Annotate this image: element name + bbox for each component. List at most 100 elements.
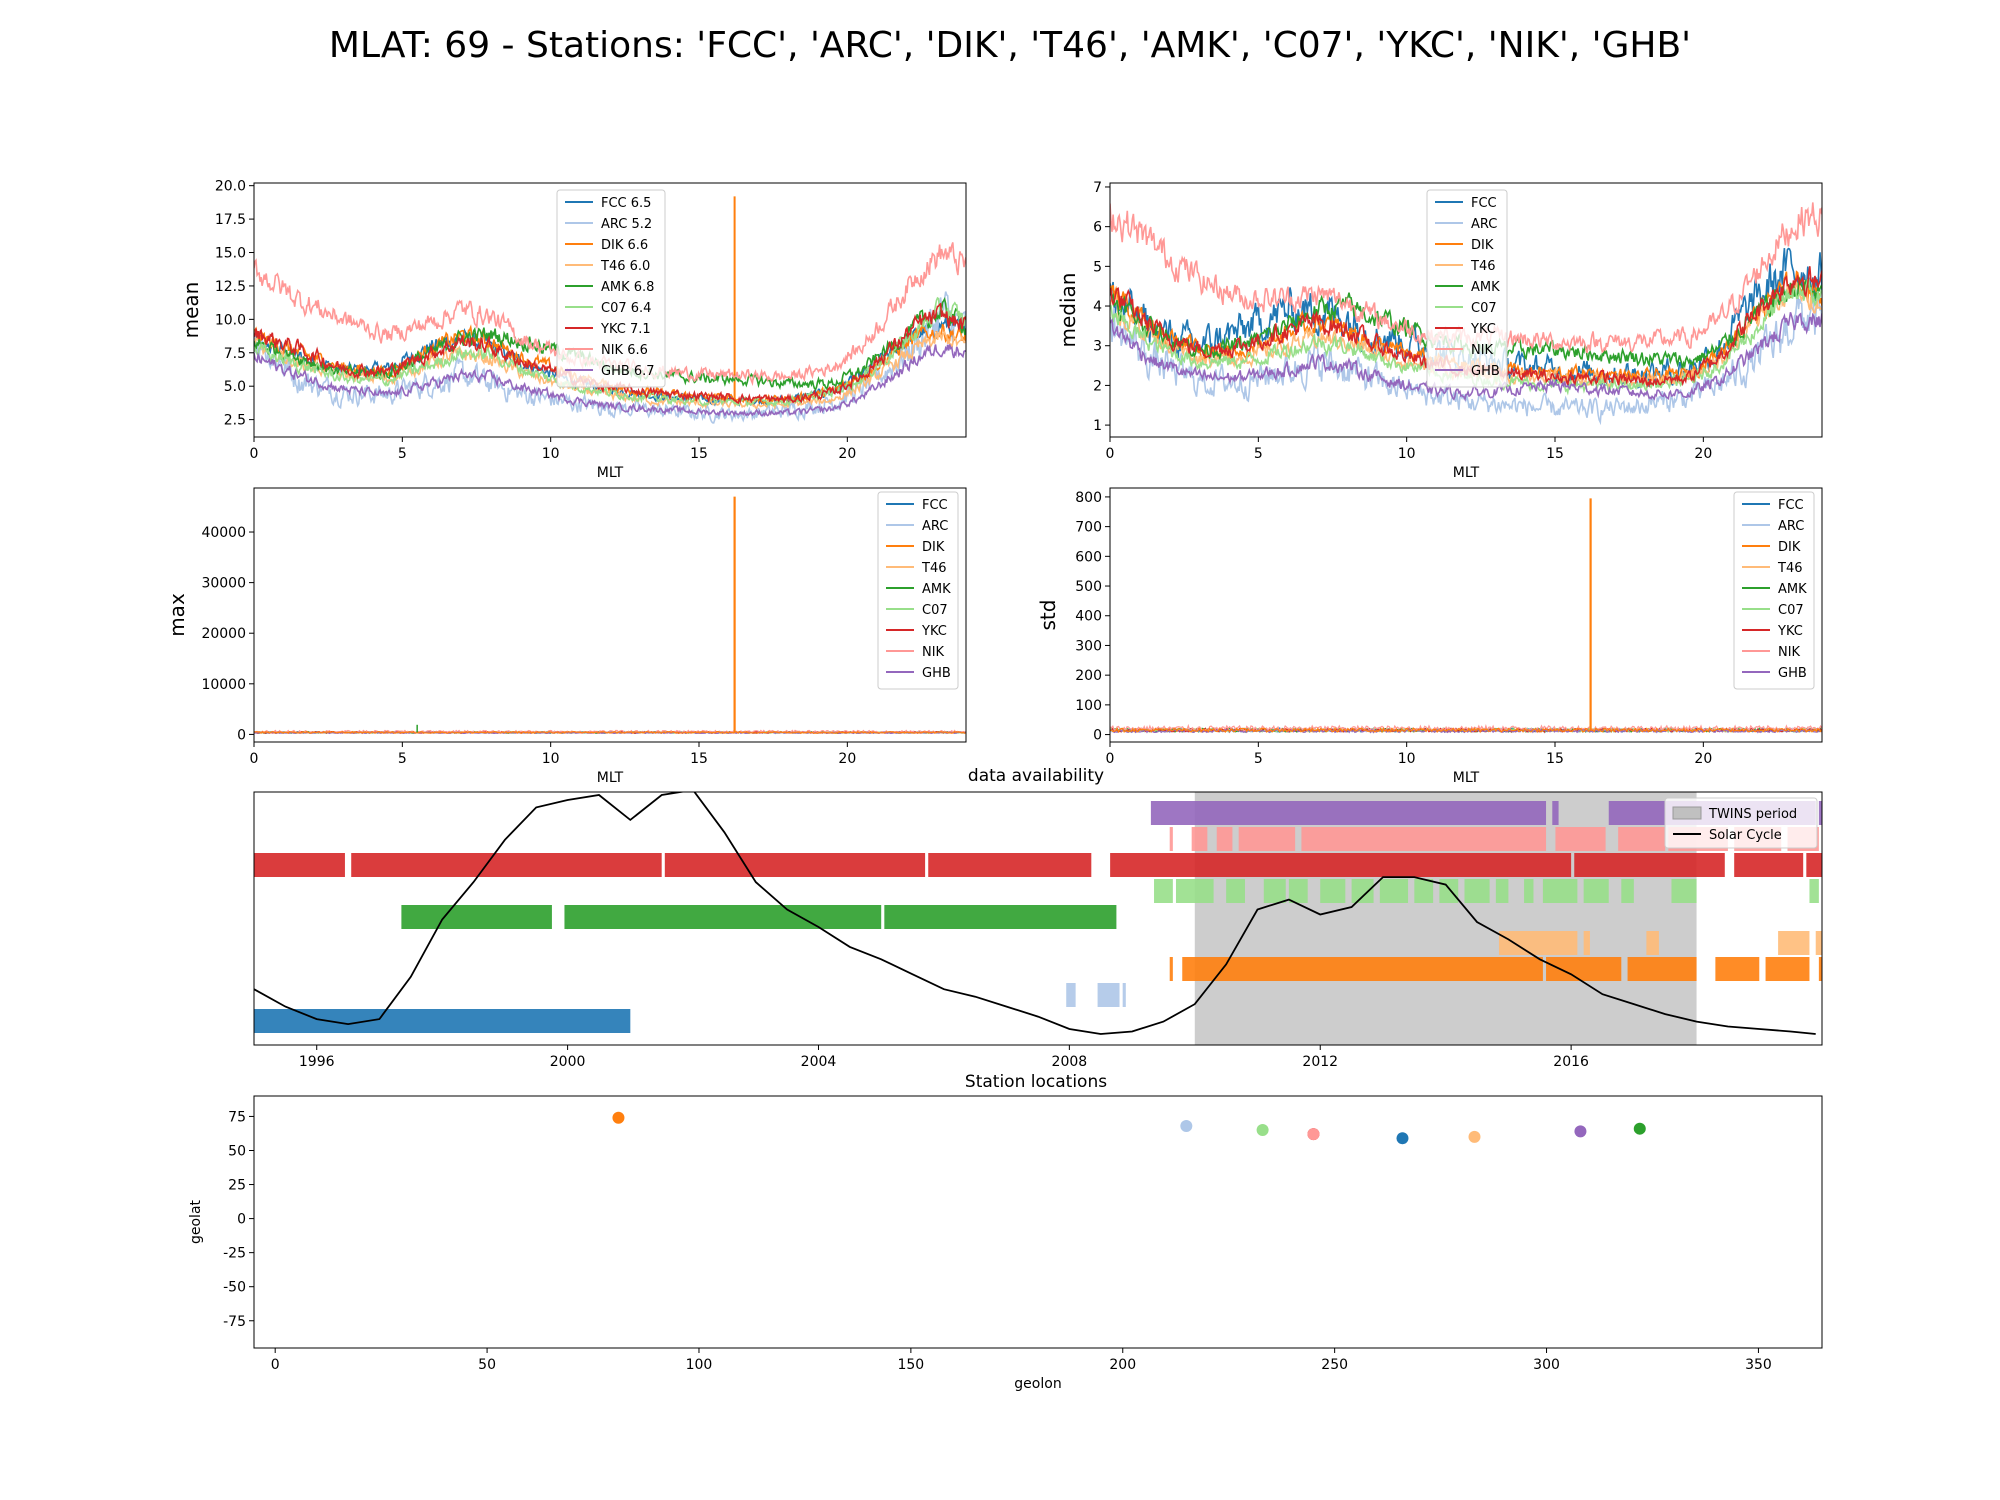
station-point-c07 xyxy=(1256,1124,1269,1137)
availability-row-t46 xyxy=(1498,931,1822,955)
y-tick-label: 3 xyxy=(1093,339,1102,355)
y-tick-label: 0 xyxy=(237,1212,246,1228)
availability-segment xyxy=(1191,827,1208,851)
x-tick-label: 0 xyxy=(271,1357,280,1373)
legend-label-fcc: FCC xyxy=(922,498,948,513)
availability-segment xyxy=(1226,879,1245,903)
x-tick-label: 0 xyxy=(1106,751,1115,767)
legend-label-c07: C07 xyxy=(1778,603,1804,618)
x-tick-label: 1996 xyxy=(299,1054,335,1070)
y-axis-label: median xyxy=(1056,273,1080,348)
y-tick-label: 2 xyxy=(1093,378,1102,394)
x-tick-label: 20 xyxy=(1694,446,1712,462)
station-point-ghb xyxy=(1574,1125,1587,1138)
station-point-arc xyxy=(1180,1119,1193,1132)
panel-availability: 1996 2000 2004 2008 2012 2016 TWINS period Sola… xyxy=(253,791,1823,1070)
legend-label-c07: C07 6.4 xyxy=(601,301,651,316)
legend-label-twins: TWINS period xyxy=(1708,807,1797,822)
availability-segment xyxy=(254,853,345,877)
y-tick-label: 500 xyxy=(1075,579,1102,595)
availability-row-amk xyxy=(401,905,1117,929)
legend-label-dik: DIK xyxy=(1778,540,1801,555)
x-tick-label: 200 xyxy=(1109,1357,1136,1373)
availability-segment xyxy=(1464,879,1490,903)
legend-label-nik: NIK xyxy=(1471,343,1494,358)
availability-row-arc xyxy=(1066,983,1126,1007)
legend-box xyxy=(1426,189,1508,388)
availability-segment xyxy=(1414,879,1434,903)
availability-segment xyxy=(1815,931,1822,955)
y-axis-label: mean xyxy=(179,282,203,339)
availability-segment xyxy=(1646,931,1659,955)
availability-segment xyxy=(884,905,1117,929)
x-tick-label: 5 xyxy=(398,446,407,462)
legend-box xyxy=(1733,491,1815,690)
availability-segment xyxy=(1765,957,1810,981)
availability-segment xyxy=(1301,827,1547,851)
x-tick-label: 15 xyxy=(690,751,708,767)
legend-label-dik: DIK xyxy=(922,540,945,555)
availability-segment xyxy=(1439,879,1459,903)
legend-label-solar: Solar Cycle xyxy=(1709,828,1782,843)
legend-label-nik: NIK xyxy=(922,645,945,660)
axes-frame xyxy=(1109,487,1823,743)
legend-label-c07: C07 xyxy=(922,603,948,618)
x-axis-label: MLT xyxy=(1453,770,1480,786)
y-tick-label: 5.0 xyxy=(224,379,246,395)
station-point-amk xyxy=(1633,1122,1646,1135)
station-point-fcc xyxy=(1396,1132,1409,1145)
y-tick-label: 10000 xyxy=(201,677,246,693)
x-tick-label: 300 xyxy=(1533,1357,1560,1373)
availability-segment xyxy=(1818,957,1822,981)
x-tick-label: 20 xyxy=(838,446,856,462)
x-tick-label: 15 xyxy=(1546,751,1564,767)
availability-segment xyxy=(1806,853,1822,877)
y-tick-label: 5 xyxy=(1093,259,1102,275)
availability-segment xyxy=(928,853,1092,877)
panel-mean: 0 5 10 15 20 2.5 5.0 7.5 10.0 12.5 15.0 17.5 20.0 MLT… xyxy=(179,179,967,481)
y-tick-label: 4 xyxy=(1093,299,1102,315)
legend-label-fcc: FCC xyxy=(1778,498,1804,513)
availability-segment xyxy=(1583,879,1609,903)
panel-locations: 0 50 100 150 200 250 300 350 -75 -50 -25 0 25 50 75 geo… xyxy=(188,1095,1823,1392)
x-tick-label: 2016 xyxy=(1553,1054,1589,1070)
availability-segment xyxy=(1066,983,1076,1007)
x-tick-label: 5 xyxy=(1254,751,1263,767)
availability-segment xyxy=(401,905,552,929)
series-group xyxy=(254,496,966,735)
legend-label-fcc: FCC 6.5 xyxy=(601,196,651,211)
availability-segment xyxy=(1495,879,1509,903)
y-tick-label: 7 xyxy=(1093,180,1102,196)
legend-label-ghb: GHB xyxy=(1778,666,1807,681)
x-tick-label: 2008 xyxy=(1052,1054,1088,1070)
availability-row-c07 xyxy=(1154,879,1819,903)
series-line-dik xyxy=(1110,727,1822,734)
panel-median: 0 5 10 15 20 1 2 3 4 5 6 7 MLT median FCC ARC DIK T46 AMK C… xyxy=(1056,180,1823,481)
axes-frame xyxy=(253,1095,1823,1349)
y-tick-label: 15.0 xyxy=(215,246,246,262)
x-tick-label: 2000 xyxy=(550,1054,586,1070)
availability-segment xyxy=(351,853,662,877)
station-point-nik xyxy=(1307,1128,1320,1141)
legend-label-arc: ARC 5.2 xyxy=(601,217,652,232)
availability-segment xyxy=(1621,879,1634,903)
legend-label-amk: AMK xyxy=(1471,280,1500,295)
y-tick-label: 100 xyxy=(1075,698,1102,714)
x-tick-label: 150 xyxy=(897,1357,924,1373)
legend-label-ghb: GHB xyxy=(1471,364,1500,379)
availability-segment xyxy=(1238,827,1296,851)
availability-segment xyxy=(1542,879,1578,903)
axes-frame xyxy=(253,791,1823,1046)
series-line-ghb xyxy=(1110,312,1822,402)
availability-segment xyxy=(1175,879,1214,903)
availability-segment xyxy=(1110,853,1572,877)
series-line-dik xyxy=(254,730,966,735)
x-tick-label: 0 xyxy=(1106,446,1115,462)
y-tick-label: 25 xyxy=(228,1178,246,1194)
legend-label-t46: T46 xyxy=(1777,561,1802,576)
legend-label-arc: ARC xyxy=(1778,519,1804,534)
availability-segment xyxy=(1122,983,1126,1007)
y-tick-label: 30000 xyxy=(201,576,246,592)
y-tick-label: 20000 xyxy=(201,626,246,642)
